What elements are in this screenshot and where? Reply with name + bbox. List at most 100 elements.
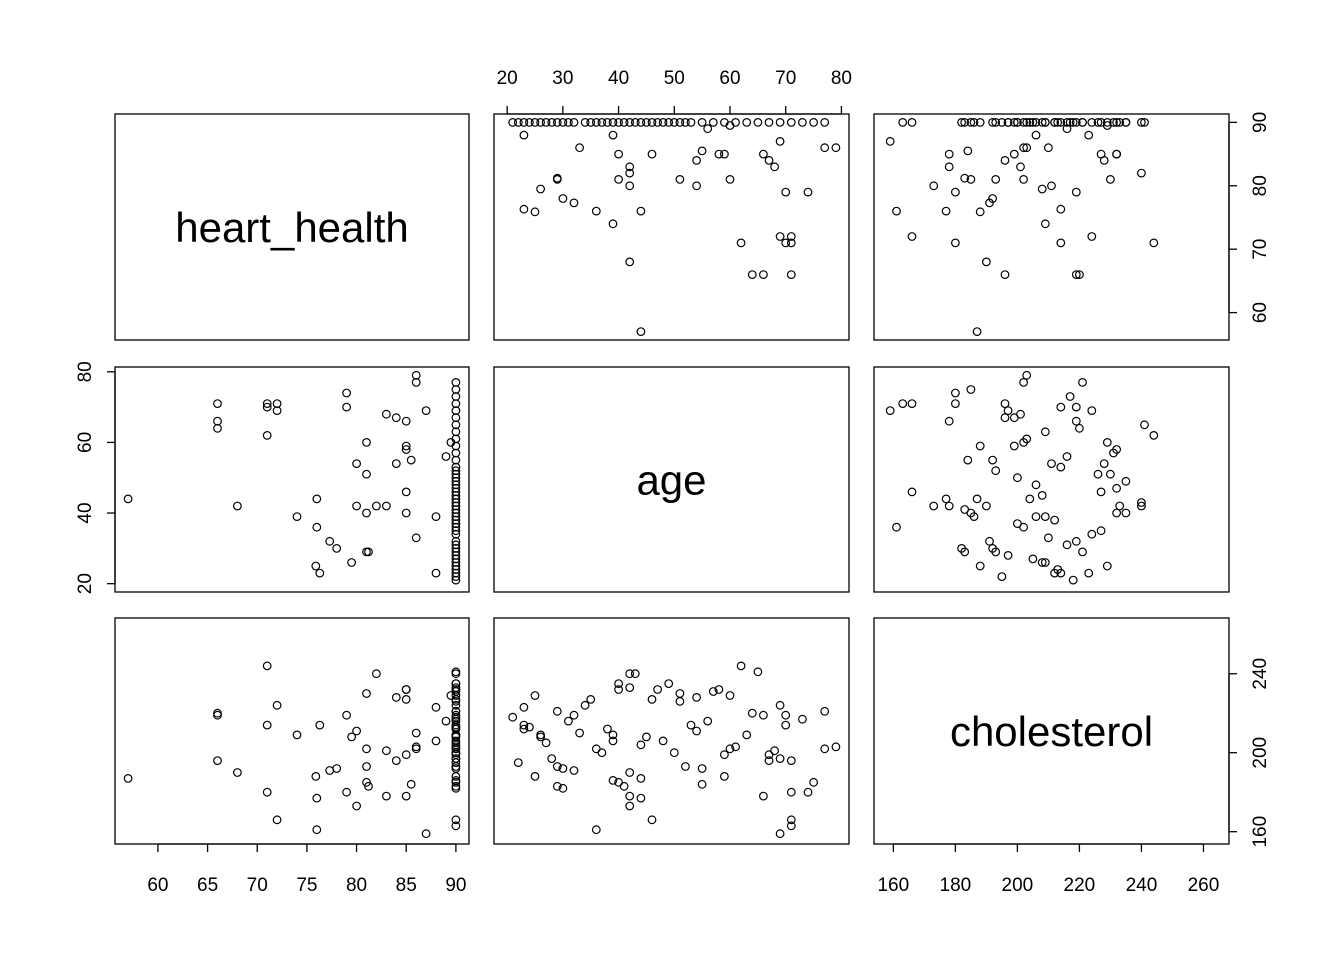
- point-cholesterol-vs-age: [653, 685, 662, 694]
- point-cholesterol-vs-age: [591, 744, 601, 754]
- point-age-vs-heart_health: [362, 547, 371, 557]
- point-cholesterol-vs-age: [753, 667, 763, 677]
- point-cholesterol-vs-age: [720, 772, 729, 781]
- point-heart_health-vs-cholesterol: [1071, 117, 1081, 127]
- panel-frame-heart_health-vs-cholesterol: [873, 113, 1230, 341]
- point-age-vs-heart_health: [312, 494, 322, 504]
- point-age-vs-cholesterol: [972, 494, 982, 504]
- point-age-vs-heart_health: [401, 445, 411, 454]
- point-cholesterol-vs-age: [575, 728, 584, 738]
- point-age-vs-cholesterol: [988, 455, 997, 465]
- point-cholesterol-vs-age: [530, 772, 540, 781]
- point-heart_health-vs-age: [508, 117, 518, 127]
- point-cholesterol-vs-heart_health: [362, 744, 371, 754]
- point-age-vs-heart_health: [401, 487, 411, 497]
- panel-frame-cholesterol-vs-heart_health: [114, 617, 470, 845]
- point-age-vs-heart_health: [441, 452, 451, 461]
- point-cholesterol-vs-heart_health: [262, 661, 272, 671]
- point-cholesterol-vs-heart_health: [262, 720, 272, 730]
- panel-frame-heart_health-vs-heart_health: [114, 113, 470, 341]
- point-cholesterol-vs-heart_health: [312, 793, 322, 803]
- point-cholesterol-vs-age: [608, 776, 618, 785]
- point-cholesterol-vs-age: [725, 691, 735, 700]
- point-heart_health-vs-cholesterol: [892, 206, 901, 216]
- point-age-vs-cholesterol: [929, 501, 939, 511]
- point-heart_health-vs-age: [625, 168, 635, 178]
- point-heart_health-vs-age: [608, 219, 618, 229]
- y-tick-label-cholesterol: 200: [1250, 737, 1271, 769]
- point-cholesterol-vs-age: [636, 793, 646, 803]
- point-cholesterol-vs-age: [619, 781, 629, 791]
- point-age-vs-heart_health: [401, 441, 411, 451]
- panel-frame-cholesterol-vs-age: [493, 617, 850, 845]
- point-heart_health-vs-cholesterol: [1037, 117, 1047, 127]
- point-heart_health-vs-cholesterol: [1112, 149, 1121, 159]
- point-age-vs-cholesterol: [1025, 494, 1035, 504]
- panel-frame-age-vs-heart_health: [114, 366, 470, 593]
- point-heart_health-vs-age: [775, 232, 785, 241]
- point-cholesterol-vs-age: [597, 748, 607, 758]
- point-cholesterol-vs-age: [636, 774, 646, 783]
- point-age-vs-cholesterol: [1047, 459, 1056, 469]
- point-cholesterol-vs-heart_health: [352, 801, 362, 811]
- point-heart_health-vs-age: [536, 117, 545, 127]
- point-cholesterol-vs-heart_health: [347, 732, 357, 742]
- point-age-vs-cholesterol: [1031, 480, 1041, 490]
- point-age-vs-cholesterol: [1121, 476, 1131, 486]
- point-age-vs-heart_health: [391, 413, 401, 423]
- point-cholesterol-vs-age: [775, 700, 785, 710]
- point-heart_health-vs-cholesterol: [1105, 174, 1115, 184]
- point-age-vs-cholesterol: [1028, 554, 1038, 564]
- point-cholesterol-vs-age: [625, 683, 635, 692]
- diagonal-label-age: age: [636, 457, 706, 504]
- point-heart_health-vs-cholesterol: [997, 117, 1007, 127]
- point-heart_health-vs-age: [786, 270, 796, 280]
- x-tick-label-heart_health: 65: [197, 875, 218, 896]
- point-age-vs-cholesterol: [1087, 406, 1097, 416]
- point-heart_health-vs-age: [786, 238, 796, 248]
- x-tick-label-heart_health: 90: [445, 875, 466, 896]
- point-cholesterol-vs-age: [614, 679, 623, 688]
- point-heart_health-vs-cholesterol: [1140, 117, 1149, 127]
- point-age-vs-cholesterol: [1056, 462, 1066, 472]
- point-cholesterol-vs-heart_health: [451, 683, 461, 692]
- point-age-vs-heart_health: [401, 416, 411, 426]
- point-heart_health-vs-age: [786, 232, 796, 241]
- point-cholesterol-vs-age: [541, 738, 551, 748]
- point-heart_health-vs-cholesterol: [944, 162, 954, 172]
- point-age-vs-heart_health: [362, 469, 371, 479]
- point-cholesterol-vs-age: [519, 720, 529, 730]
- point-age-vs-heart_health: [431, 568, 441, 578]
- point-cholesterol-vs-age: [692, 726, 701, 736]
- point-heart_health-vs-cholesterol: [988, 117, 997, 127]
- point-heart_health-vs-age: [625, 257, 635, 267]
- point-heart_health-vs-cholesterol: [966, 117, 976, 127]
- point-age-vs-heart_health: [311, 561, 321, 571]
- y-tick-label-age: 40: [75, 502, 96, 523]
- point-cholesterol-vs-heart_health: [123, 774, 133, 783]
- point-cholesterol-vs-age: [686, 720, 696, 730]
- point-heart_health-vs-age: [720, 149, 729, 159]
- point-age-vs-heart_health: [451, 413, 461, 423]
- point-cholesterol-vs-heart_health: [391, 756, 401, 765]
- point-cholesterol-vs-age: [647, 695, 657, 704]
- point-age-vs-cholesterol: [1016, 409, 1025, 419]
- point-heart_health-vs-cholesterol: [975, 117, 985, 127]
- point-heart_health-vs-age: [775, 117, 785, 127]
- point-cholesterol-vs-age: [552, 706, 562, 716]
- point-heart_health-vs-cholesterol: [1074, 270, 1084, 280]
- point-cholesterol-vs-heart_health: [315, 720, 325, 730]
- point-cholesterol-vs-heart_health: [213, 756, 222, 765]
- point-age-vs-heart_health: [431, 512, 441, 521]
- point-heart_health-vs-age: [591, 117, 601, 127]
- point-age-vs-cholesterol: [1102, 438, 1112, 447]
- point-cholesterol-vs-age: [558, 783, 568, 793]
- point-age-vs-cholesterol: [944, 501, 954, 511]
- point-heart_health-vs-age: [636, 327, 646, 337]
- point-age-vs-cholesterol: [1112, 483, 1121, 493]
- point-age-vs-cholesterol: [1022, 370, 1032, 380]
- point-age-vs-cholesterol: [941, 494, 951, 504]
- x-tick-label-cholesterol: 240: [1126, 875, 1158, 896]
- point-cholesterol-vs-age: [809, 777, 818, 787]
- point-age-vs-heart_health: [352, 501, 362, 511]
